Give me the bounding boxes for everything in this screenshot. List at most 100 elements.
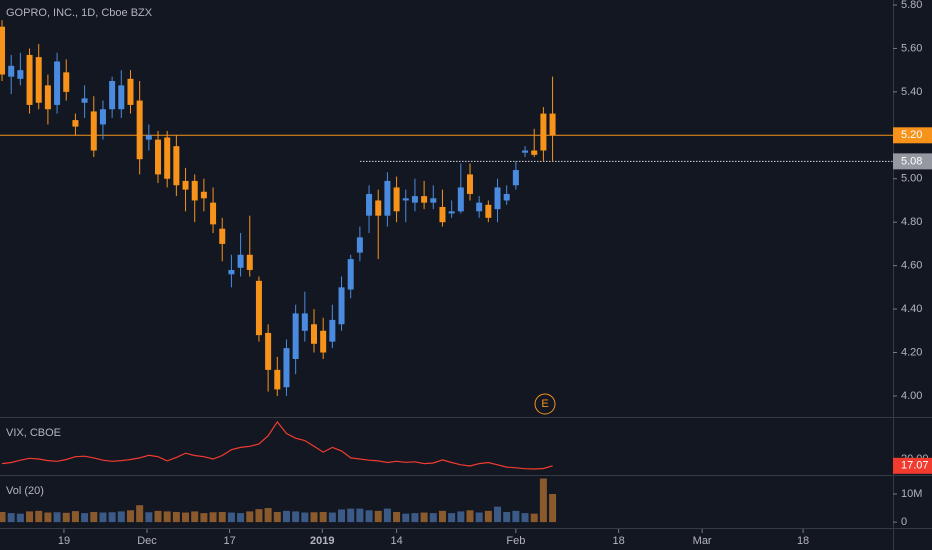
volume-bar <box>191 511 199 523</box>
volume-bar <box>420 512 428 523</box>
y-tick-label: 4.40 <box>901 303 922 315</box>
volume-bar <box>310 512 318 523</box>
volume-bar <box>374 510 382 523</box>
candle-body <box>0 26 6 75</box>
volume-bar <box>154 510 162 523</box>
candle-body <box>118 85 125 110</box>
volume-bar <box>227 512 235 523</box>
x-tick-label: 19 <box>58 535 70 547</box>
candle-body <box>320 330 327 353</box>
vix-last-box <box>893 457 932 474</box>
x-tick-label: 18 <box>613 535 625 547</box>
volume-title: Vol (20) <box>6 485 44 497</box>
volume-bar <box>319 511 327 523</box>
candle-body <box>99 109 106 125</box>
volume-bar <box>347 508 355 523</box>
volume-bar <box>328 512 336 523</box>
candle-body <box>200 191 207 199</box>
candle-body <box>448 211 455 214</box>
volume-bar <box>393 511 401 523</box>
earnings-label[interactable]: E <box>541 398 548 410</box>
candle-body <box>347 259 354 290</box>
volume-bar <box>429 513 437 523</box>
volume-bar <box>255 509 263 523</box>
candle-body <box>494 187 501 210</box>
earnings-marker[interactable] <box>534 393 556 415</box>
candle-body <box>72 120 79 127</box>
candle-body <box>109 81 116 110</box>
vix-line <box>1 420 553 470</box>
volume-bar <box>182 512 190 523</box>
candle-body <box>90 111 97 151</box>
volume-bar <box>402 513 410 523</box>
volume-bar <box>503 511 511 523</box>
candle-body <box>421 196 428 203</box>
candle-body <box>411 196 418 203</box>
candle-body <box>81 98 88 103</box>
volume-bar <box>163 511 171 523</box>
volume-bar <box>108 512 116 523</box>
candle-body <box>549 113 556 136</box>
vix-title: VIX, CBOE <box>6 427 61 439</box>
candle-body <box>219 228 226 244</box>
volume-bar <box>521 513 529 523</box>
x-tick-label: 17 <box>223 535 235 547</box>
volume-bar <box>99 512 107 523</box>
volume-bar <box>246 511 254 523</box>
y-tick-label: 5.00 <box>901 173 922 185</box>
x-tick-label: 18 <box>797 535 809 547</box>
volume-bar <box>549 493 557 523</box>
candle-body <box>274 369 281 390</box>
candle-body <box>283 348 290 388</box>
y-tick-label: 5.40 <box>901 86 922 98</box>
candle-body <box>255 280 262 336</box>
volume-bar <box>264 508 272 523</box>
candle-body <box>292 313 299 360</box>
volume-bar <box>383 508 391 523</box>
volume-bar <box>365 510 373 523</box>
volume-bar <box>466 510 474 523</box>
volume-bar <box>117 511 125 523</box>
x-tick-label: Mar <box>693 535 712 547</box>
volume-bar <box>0 511 6 523</box>
x-tick-label: Feb <box>506 535 525 547</box>
candle-body <box>164 137 171 179</box>
volume-bar <box>136 505 144 523</box>
candle-body <box>155 139 162 175</box>
y-tick-label: 4.60 <box>901 260 922 272</box>
volume-bar <box>172 511 180 523</box>
candle-body <box>430 198 437 203</box>
x-tick-label: Dec <box>137 535 157 547</box>
y-tick-label: 10M <box>901 488 922 500</box>
y-tick-label: 4.20 <box>901 346 922 358</box>
volume-bar <box>301 512 309 523</box>
chart-title: GOPRO, INC., 1D, Cboe BZX <box>6 7 153 19</box>
volume-bar <box>494 506 502 523</box>
volume-bar <box>16 513 24 523</box>
last-price-box <box>893 127 932 144</box>
candle-body <box>35 57 42 103</box>
volume-bar <box>484 510 492 523</box>
candle-body <box>63 72 70 92</box>
y-tick-label: 0 <box>901 516 907 528</box>
volume-bar <box>448 513 456 523</box>
candle-body <box>17 70 24 79</box>
volume-bar <box>7 513 15 523</box>
candle-body <box>366 193 373 216</box>
candle-body <box>310 324 317 344</box>
volume-bar <box>35 510 43 523</box>
y-tick-label: 4.80 <box>901 216 922 228</box>
candle-body <box>393 187 400 212</box>
last-price-label: 5.20 <box>901 129 922 141</box>
candle-body <box>26 54 33 105</box>
candle-body <box>145 135 152 140</box>
candle-body <box>531 150 538 155</box>
candle-body <box>402 198 409 201</box>
volume-bar <box>530 513 538 523</box>
candle-body <box>457 187 464 212</box>
candle-body <box>522 150 529 153</box>
volume-bar <box>273 511 281 523</box>
